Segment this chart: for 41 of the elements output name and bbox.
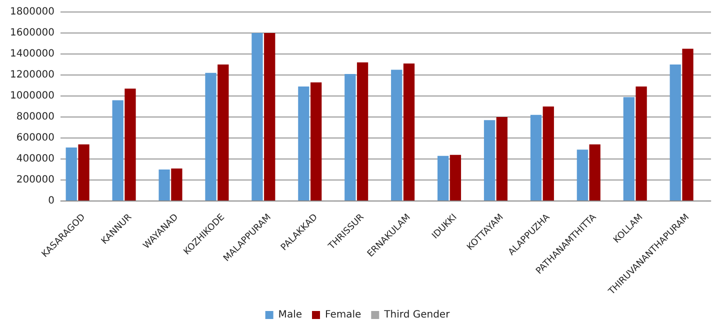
bar [344,74,356,201]
bar [542,106,554,201]
bar [124,88,136,201]
legend-label: Male [278,310,302,321]
y-tick-label: 0 [48,196,55,207]
bar [78,144,90,201]
bar [496,117,508,201]
bar [623,97,634,201]
bar [530,114,542,201]
legend-label: Third Gender [383,310,451,321]
bar [158,170,170,201]
legend-label: Female [324,310,362,321]
y-tick-label: 200000 [16,174,55,186]
bar [205,72,216,201]
y-tick-label: 400000 [16,154,55,165]
y-tick-label: 1200000 [10,70,55,81]
bar [252,33,263,201]
bar [576,150,588,201]
bar [636,86,647,201]
bar [391,70,402,201]
bar [218,64,229,201]
y-tick-label: 1000000 [10,90,55,102]
bar [171,168,182,201]
bar [682,48,694,201]
bar [450,154,462,201]
bar [670,64,681,201]
y-tick-label: 800000 [16,112,55,123]
bar [356,62,368,201]
bar [589,144,600,201]
y-tick-label: 1600000 [10,28,55,39]
bar [437,156,449,201]
bar [310,82,322,201]
y-tick-label: 600000 [16,132,55,144]
y-tick-label: 1800000 [10,6,55,18]
bar [484,120,496,201]
bar [403,63,415,201]
bar [264,33,276,201]
bar [66,147,77,201]
bar [112,100,124,201]
y-tick-label: 1400000 [10,48,55,60]
bar [298,86,310,201]
